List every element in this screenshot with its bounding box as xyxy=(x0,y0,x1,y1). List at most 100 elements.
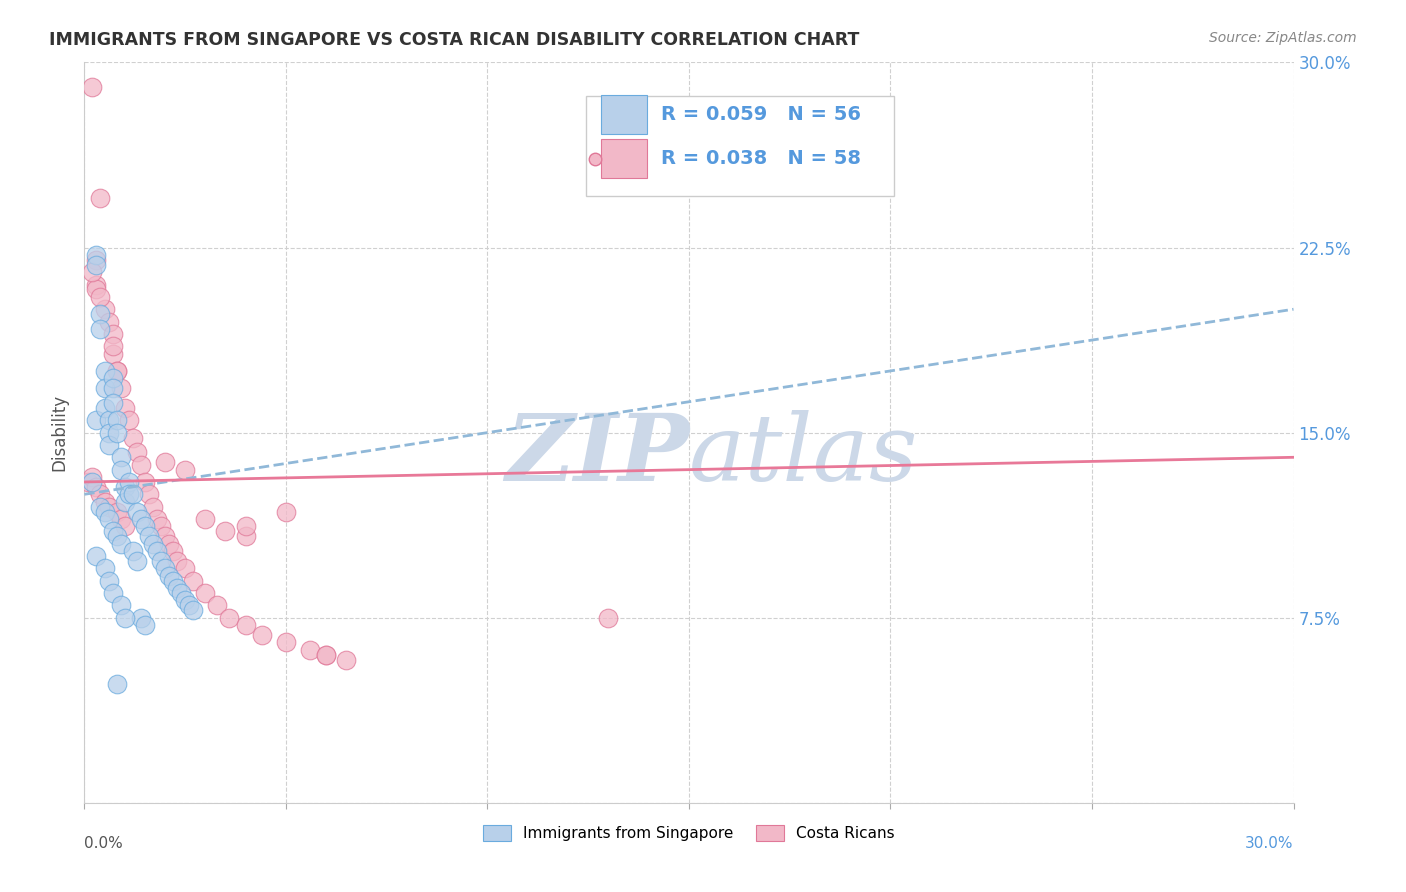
Text: R = 0.038   N = 58: R = 0.038 N = 58 xyxy=(661,149,860,169)
Point xyxy=(194,512,217,526)
Point xyxy=(105,529,128,543)
Point xyxy=(86,252,108,267)
Point xyxy=(250,628,273,642)
Point xyxy=(86,413,108,427)
Point xyxy=(315,648,337,662)
Point xyxy=(114,519,136,533)
Text: 0.0%: 0.0% xyxy=(84,836,124,851)
Point xyxy=(170,586,193,600)
Point xyxy=(166,554,188,568)
Point xyxy=(110,536,132,550)
Point xyxy=(138,529,160,543)
Point xyxy=(218,610,240,624)
Point xyxy=(118,475,141,489)
Point xyxy=(110,512,132,526)
Point xyxy=(118,487,141,501)
Point xyxy=(315,648,337,662)
Point xyxy=(93,494,115,508)
Point xyxy=(89,487,111,501)
Point xyxy=(174,462,197,476)
Point xyxy=(134,519,156,533)
FancyBboxPatch shape xyxy=(600,139,647,178)
Point xyxy=(138,487,160,501)
Point xyxy=(179,599,201,613)
Point xyxy=(89,191,111,205)
Point xyxy=(598,610,620,624)
Point xyxy=(181,603,204,617)
Point xyxy=(125,445,148,459)
Point xyxy=(97,512,120,526)
Point xyxy=(93,401,115,415)
Point xyxy=(121,544,143,558)
Point xyxy=(93,381,115,395)
FancyBboxPatch shape xyxy=(600,95,647,134)
Point xyxy=(121,487,143,501)
Point xyxy=(97,574,120,588)
Text: IMMIGRANTS FROM SINGAPORE VS COSTA RICAN DISABILITY CORRELATION CHART: IMMIGRANTS FROM SINGAPORE VS COSTA RICAN… xyxy=(49,31,859,49)
Point xyxy=(105,425,128,440)
Point xyxy=(86,258,108,272)
Point xyxy=(101,346,124,360)
Point xyxy=(86,480,108,494)
Point xyxy=(110,450,132,465)
Point xyxy=(194,586,217,600)
Point xyxy=(105,364,128,378)
Point xyxy=(105,413,128,427)
Point xyxy=(93,561,115,575)
Point xyxy=(335,653,357,667)
Point xyxy=(101,339,124,353)
Point xyxy=(101,586,124,600)
Point xyxy=(105,677,128,691)
Text: atlas: atlas xyxy=(689,409,918,500)
Point xyxy=(146,512,169,526)
Point xyxy=(105,364,128,378)
Point xyxy=(129,610,152,624)
Point xyxy=(86,549,108,563)
Text: 30.0%: 30.0% xyxy=(1246,836,1294,851)
Point xyxy=(110,599,132,613)
Point xyxy=(153,455,176,469)
Legend: Immigrants from Singapore, Costa Ricans: Immigrants from Singapore, Costa Ricans xyxy=(477,819,901,847)
Point xyxy=(110,381,132,395)
Point xyxy=(82,265,104,279)
Point xyxy=(129,512,152,526)
Point xyxy=(114,480,136,494)
Point xyxy=(157,568,180,582)
Point xyxy=(114,610,136,624)
Point xyxy=(134,618,156,632)
Point xyxy=(181,574,204,588)
Point xyxy=(274,635,297,649)
Point xyxy=(86,248,108,262)
Point xyxy=(153,561,176,575)
Point xyxy=(89,322,111,336)
Point xyxy=(89,500,111,514)
Point xyxy=(153,529,176,543)
Point xyxy=(142,500,165,514)
Point xyxy=(97,500,120,514)
Text: ZIP: ZIP xyxy=(505,409,689,500)
Point xyxy=(125,505,148,519)
Point xyxy=(134,475,156,489)
Point xyxy=(77,475,100,489)
Point xyxy=(174,561,197,575)
Text: Source: ZipAtlas.com: Source: ZipAtlas.com xyxy=(1209,31,1357,45)
Point xyxy=(101,396,124,410)
Point xyxy=(93,302,115,317)
Point xyxy=(125,554,148,568)
Point xyxy=(110,462,132,476)
Point xyxy=(129,458,152,472)
Point xyxy=(86,283,108,297)
Point xyxy=(97,425,120,440)
FancyBboxPatch shape xyxy=(586,95,894,195)
Point xyxy=(97,314,120,328)
Point xyxy=(93,364,115,378)
Point xyxy=(207,599,229,613)
Point xyxy=(235,618,257,632)
Point xyxy=(114,401,136,415)
Point xyxy=(157,536,180,550)
Point xyxy=(162,544,184,558)
Point xyxy=(235,519,257,533)
Point xyxy=(105,505,128,519)
Point xyxy=(89,290,111,304)
Y-axis label: Disability: Disability xyxy=(51,394,69,471)
